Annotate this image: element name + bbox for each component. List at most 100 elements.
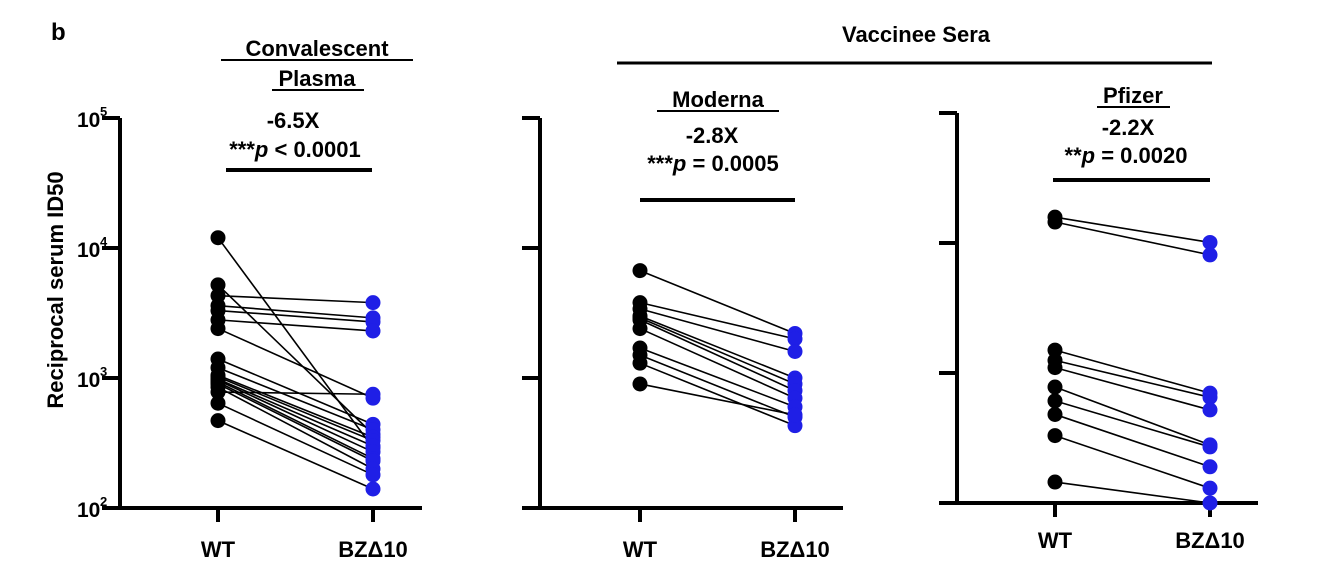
panel-2-p-value: **p = 0.0020 xyxy=(1065,143,1188,168)
panel-1-wt-point-6 xyxy=(632,321,648,337)
y-tick-label-0: 10 2 xyxy=(77,494,107,522)
panel-0-pair-line-17 xyxy=(217,402,374,476)
panel-0-wt-point-1 xyxy=(210,277,226,293)
panel-2-wt-point-6 xyxy=(1047,393,1063,409)
plots xyxy=(102,111,1258,522)
svg-text:3: 3 xyxy=(100,364,107,379)
panel-0-pair-line-18 xyxy=(217,419,374,490)
panel-1-bz-point-1 xyxy=(787,331,803,347)
panel-0-pair-line-15 xyxy=(217,386,374,470)
svg-text:4: 4 xyxy=(100,234,108,249)
panel-0-p-value: ***p < 0.0001 xyxy=(229,137,361,162)
panel-1-title: Moderna xyxy=(672,87,764,112)
panel-1-pair-line-1 xyxy=(639,301,796,340)
panel-2-bz-point-1 xyxy=(1202,247,1218,263)
panel-2-title: Pfizer xyxy=(1103,83,1163,108)
panel-1-wt-point-9 xyxy=(632,355,648,371)
panel-1-pair-line-7 xyxy=(639,347,796,408)
panel-1-pair-line-8 xyxy=(639,354,796,418)
panel-0-pair-line-6 xyxy=(217,327,374,399)
panel-2-pair-line-5 xyxy=(1054,386,1211,446)
panel-2-bz-point-4 xyxy=(1202,402,1218,418)
panel-0-pair-line-2 xyxy=(217,294,374,304)
panel-1-fold-change: -2.8X xyxy=(686,123,739,148)
panel-0-wt-point-18 xyxy=(210,413,226,429)
panel-2-bz-point-9 xyxy=(1202,495,1218,511)
panel-0-pair-line-9 xyxy=(217,374,374,439)
panel-2-wt-point-5 xyxy=(1047,379,1063,395)
panel-2-pair-line-6 xyxy=(1054,400,1211,448)
panel-0-pair-line-7 xyxy=(217,358,374,426)
panel-0-pair-line-8 xyxy=(217,366,374,431)
svg-text:5: 5 xyxy=(100,104,107,119)
panel-1-bz-point-9 xyxy=(787,418,803,434)
panel-1-xtick-bz: BZΔ10 xyxy=(760,537,830,562)
y-tick-label-1: 10 3 xyxy=(77,364,107,392)
panel-2-bz-point-8 xyxy=(1202,480,1218,496)
panel-2-bz-point-0 xyxy=(1202,234,1218,250)
panel-1-bz-point-2 xyxy=(787,343,803,359)
panel-0-wt-point-16 xyxy=(210,384,226,400)
panel-2-pair-line-4 xyxy=(1054,366,1211,411)
panel-0-pair-line-13 xyxy=(217,381,374,460)
panel-1-wt-point-0 xyxy=(632,263,648,279)
svg-text:10: 10 xyxy=(77,239,100,262)
panel-1-pair-line-0 xyxy=(639,269,796,335)
panel-2-fold-change: -2.2X xyxy=(1102,115,1155,140)
y-axis-label: Reciprocal serum ID50 xyxy=(43,171,68,408)
svg-text:10: 10 xyxy=(77,109,100,132)
panel-1-bz-point-10 xyxy=(787,407,803,423)
panel-2-pair-line-8 xyxy=(1054,434,1211,489)
panel-0-xtick-bz: BZΔ10 xyxy=(338,537,408,562)
panel-2-bz-point-3 xyxy=(1202,389,1218,405)
group-header: Vaccinee Sera xyxy=(842,22,991,47)
svg-text:2: 2 xyxy=(100,494,107,509)
panel-2-wt-point-1 xyxy=(1047,214,1063,230)
panel-0-pair-line-16 xyxy=(217,391,374,396)
panel-1-wt-point-10 xyxy=(632,376,648,392)
panel-1-pair-line-9 xyxy=(639,362,796,427)
panel-1-pair-line-2 xyxy=(639,308,796,353)
panel-1-xtick-wt: WT xyxy=(623,537,658,562)
panel-0-pair-line-14 xyxy=(217,383,374,462)
panel-label: b xyxy=(51,19,66,46)
panel-0-bz-point-2 xyxy=(365,295,381,311)
panel-0-pair-line-3 xyxy=(217,304,374,319)
panel-0-xtick-wt: WT xyxy=(201,537,236,562)
panel-1-pair-line-10 xyxy=(639,383,796,416)
panel-0-bz-point-16 xyxy=(365,386,381,402)
panel-0-title-line-0: Convalescent xyxy=(245,36,389,61)
svg-text:10: 10 xyxy=(77,369,100,392)
panel-2-pair-line-9 xyxy=(1054,481,1211,504)
panel-1-pair-line-5 xyxy=(639,319,796,392)
panel-1-pair-line-6 xyxy=(639,327,796,399)
panel-0-pair-line-10 xyxy=(217,376,374,442)
svg-text:10: 10 xyxy=(77,499,100,522)
panel-2-bz-point-7 xyxy=(1202,459,1218,475)
y-tick-label-3: 10 5 xyxy=(77,104,107,132)
panel-1-pair-line-3 xyxy=(639,315,796,379)
panel-2-wt-point-9 xyxy=(1047,474,1063,490)
panel-1-p-value: ***p = 0.0005 xyxy=(647,151,779,176)
panel-2-xtick-wt: WT xyxy=(1038,528,1073,553)
panel-2-xtick-bz: BZΔ10 xyxy=(1175,528,1245,553)
panel-0-pair-line-4 xyxy=(217,309,374,323)
panel-2-pair-line-3 xyxy=(1054,359,1211,399)
panel-0-bz-point-5 xyxy=(365,323,381,339)
panel-2-pair-line-1 xyxy=(1054,221,1211,256)
panel-2-pair-line-7 xyxy=(1054,413,1211,468)
panel-0-pair-line-1 xyxy=(217,284,374,435)
panel-0-pair-line-11 xyxy=(217,378,374,447)
panel-2-pair-line-2 xyxy=(1054,349,1211,394)
panel-0-bz-point-18 xyxy=(365,481,381,497)
panel-2-pair-line-0 xyxy=(1054,216,1211,244)
panel-0-wt-point-0 xyxy=(210,230,226,246)
panel-0-bz-point-17 xyxy=(365,467,381,483)
panel-0-wt-point-17 xyxy=(210,395,226,411)
y-tick-label-2: 10 4 xyxy=(77,234,108,262)
panel-0-wt-point-6 xyxy=(210,321,226,337)
panel-2-wt-point-2 xyxy=(1047,342,1063,358)
panel-1-pair-line-4 xyxy=(639,317,796,385)
panel-2-wt-point-4 xyxy=(1047,360,1063,376)
